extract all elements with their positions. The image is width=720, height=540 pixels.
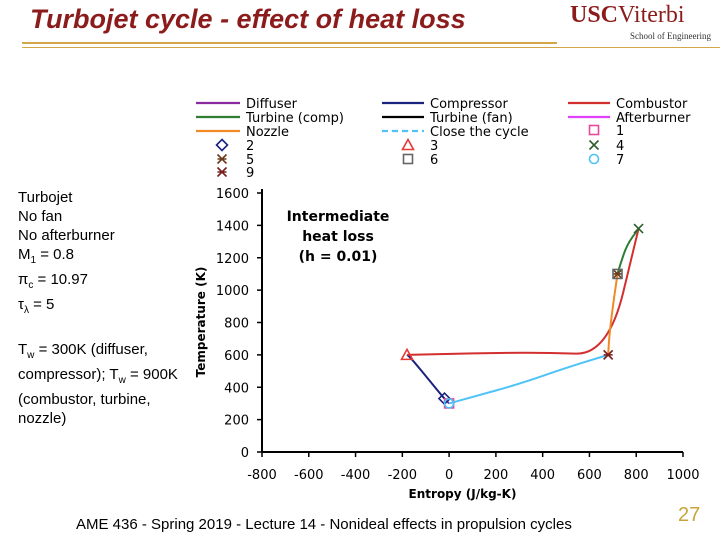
legend-entry-compressor: Compressor	[382, 97, 509, 112]
x-axis-label: Entropy (J/kg-K)	[409, 487, 517, 501]
chart-legend: Diffuser Compressor Combustor Turbine (comp…	[196, 97, 691, 181]
legend-label: 6	[430, 153, 438, 168]
chart-points	[400, 223, 644, 409]
annotation-line: Intermediate	[287, 209, 390, 225]
legend-marker	[401, 137, 415, 151]
legend-entry-close: Close the cycle	[382, 125, 529, 140]
legend-marker	[215, 138, 229, 152]
y-tick-label: 0	[241, 446, 249, 461]
legend-label: 2	[246, 139, 254, 154]
legend-entry-p3: 3	[401, 137, 438, 154]
legend-marker	[588, 139, 600, 151]
annotation-line: heat loss	[302, 229, 374, 245]
legend-entry-p9: 9	[216, 166, 254, 181]
y-tick-label: 1400	[216, 219, 249, 234]
heat-loss-annotation: Intermediate heat loss (h = 0.01)	[287, 209, 390, 265]
series-compressor	[406, 354, 446, 400]
x-tick-label: -600	[294, 468, 324, 483]
legend-entry-p5: 5	[216, 153, 254, 168]
y-tick-label: 1000	[216, 284, 249, 299]
legend-label: Combustor	[616, 97, 688, 112]
mach-number: M1 = 0.8	[18, 246, 75, 266]
page-number: 27	[678, 504, 701, 526]
legend-label: Turbine (fan)	[429, 111, 513, 126]
legend-entry-combustor: Combustor	[568, 97, 688, 112]
legend-label: Afterburner	[616, 111, 691, 126]
legend-entry-p7: 7	[588, 153, 624, 168]
legend-label: Nozzle	[246, 125, 289, 140]
logo-viterbi: Viterbi	[618, 2, 685, 28]
point-p5	[612, 268, 623, 280]
slide-title: Turbojet cycle - effect of heat loss	[30, 4, 466, 34]
x-tick-label: -200	[388, 468, 418, 483]
legend-label: 1	[616, 124, 624, 139]
legend-marker	[588, 124, 600, 136]
point-p9	[603, 349, 614, 360]
legend-entry-p1: 1	[588, 124, 624, 139]
title-rule	[22, 42, 557, 44]
logo-subtitle: School of Engineering	[630, 31, 711, 41]
legend-marker	[588, 153, 600, 165]
wall-temperatures: Tw = 300K (diffuser, compressor); Tw = 9…	[18, 341, 178, 427]
legend-entry-turbine_comp: Turbine (comp)	[196, 111, 344, 126]
y-tick-label: 800	[224, 317, 249, 332]
series-turbine_comp	[616, 228, 640, 275]
logo-usc: USC	[570, 2, 619, 28]
legend-label: Compressor	[430, 97, 509, 112]
legend-label: Turbine (comp)	[245, 111, 344, 126]
x-tick-label: 1000	[666, 468, 699, 483]
legend-label: 5	[246, 153, 254, 168]
usc-viterbi-logo: USCViterbi School of Engineering	[570, 2, 715, 42]
tau-lambda: τλ = 5	[18, 296, 55, 316]
legend-marker	[216, 153, 228, 165]
point-p3	[400, 347, 414, 361]
series-combustor	[406, 228, 640, 356]
y-tick-label: 600	[224, 349, 249, 364]
legend-entry-p4: 4	[588, 139, 624, 154]
point-p6	[612, 268, 623, 280]
x-tick-label: 200	[483, 468, 508, 483]
legend-entry-p6: 6	[402, 153, 438, 168]
chart-series	[406, 228, 640, 405]
legend-label: 7	[616, 153, 624, 168]
fan-note: No fan	[18, 208, 63, 225]
title-underline	[22, 47, 720, 48]
legend-label: 4	[616, 139, 624, 154]
legend-entry-nozzle: Nozzle	[196, 125, 289, 140]
x-tick-label: -800	[247, 468, 277, 483]
y-tick-label: 1600	[216, 187, 249, 202]
legend-label: 9	[246, 166, 254, 181]
y-tick-label: 200	[224, 414, 249, 429]
y-tick-label: 1200	[216, 252, 249, 267]
series-close	[448, 353, 609, 405]
compressor-pressure-ratio: πc = 10.97	[18, 271, 88, 291]
y-axis-label: Temperature (K)	[194, 267, 208, 378]
x-tick-label: -400	[341, 468, 371, 483]
annotation-line: (h = 0.01)	[299, 249, 378, 265]
legend-marker	[216, 166, 228, 178]
afterburner-note: No afterburner	[18, 227, 115, 244]
logo-main-text: USCViterbi	[570, 2, 685, 29]
point-p7	[443, 398, 455, 409]
slide-footer: AME 436 - Spring 2019 - Lecture 14 - Non…	[76, 516, 572, 533]
cycle-parameters: Turbojet No fan No afterburner M1 = 0.8 …	[18, 188, 188, 428]
legend-marker	[402, 153, 414, 165]
x-tick-label: 600	[577, 468, 602, 483]
y-tick-label: 400	[224, 381, 249, 396]
legend-entry-turbine_fan: Turbine (fan)	[382, 111, 513, 126]
legend-label: Diffuser	[246, 97, 298, 112]
chart-axes: -800 -600 -400 -200 0 200 400 600 800 1000 0 200 400…	[194, 187, 700, 501]
point-p4	[633, 223, 644, 234]
legend-entry-afterburner: Afterburner	[568, 111, 691, 126]
x-tick-label: 0	[445, 468, 453, 483]
x-tick-label: 400	[530, 468, 555, 483]
x-tick-label: 800	[624, 468, 649, 483]
legend-label: 3	[430, 139, 438, 154]
legend-label: Close the cycle	[430, 125, 529, 140]
legend-entry-p2: 2	[215, 138, 254, 154]
legend-entry-diffuser: Diffuser	[196, 97, 298, 112]
engine-type: Turbojet	[18, 189, 73, 206]
